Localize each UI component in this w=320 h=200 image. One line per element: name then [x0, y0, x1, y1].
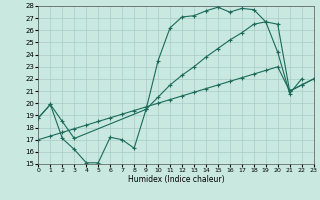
X-axis label: Humidex (Indice chaleur): Humidex (Indice chaleur): [128, 175, 224, 184]
